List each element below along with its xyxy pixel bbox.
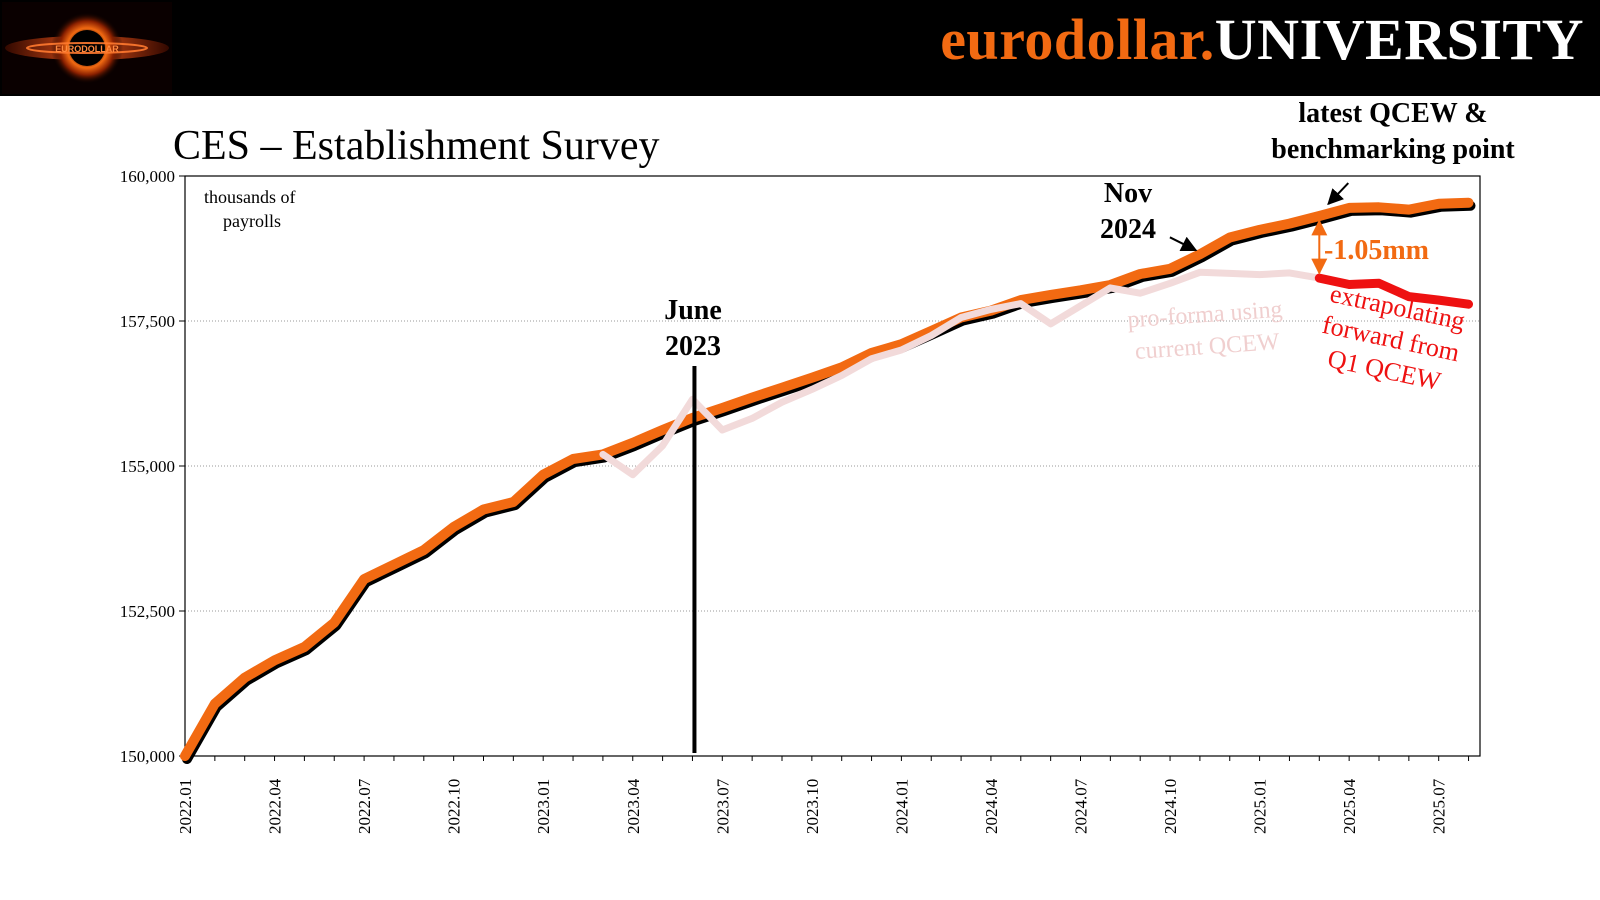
nov-label-line2: 2024 <box>1100 214 1156 245</box>
brand-part-university: UNIVERSITY <box>1214 7 1584 72</box>
x-tick-label: 2023.07 <box>713 778 732 834</box>
black-hole-logo-icon: EURODOLLAR <box>2 2 172 94</box>
x-tick-label: 2022.07 <box>355 778 374 834</box>
units-note: thousands of payrolls <box>204 187 300 231</box>
series-ces-line <box>180 197 1474 761</box>
nov-label-line1: Nov <box>1104 178 1152 209</box>
header-bar: EURODOLLAR eurodollar.UNIVERSITY <box>0 0 1600 96</box>
x-tick-label: 2022.10 <box>445 779 464 834</box>
logo-text: EURODOLLAR <box>55 44 119 54</box>
nov-2024-arrow <box>1169 236 1198 252</box>
units-note-line1: thousands of <box>204 187 296 207</box>
proforma-label-line1: pro-forma using <box>1127 297 1284 334</box>
plot-area: 150,000 152,500 155,000 157,500 160,000 2022.… <box>120 167 1481 834</box>
y-tick-label: 157,500 <box>120 312 175 331</box>
x-tick-label: 2024.10 <box>1161 779 1180 834</box>
x-tick-label: 2024.04 <box>982 778 1001 834</box>
qcew-label-line1: latest QCEW & <box>1298 98 1487 129</box>
logo: EURODOLLAR <box>2 2 172 94</box>
x-tick-label: 2023.10 <box>803 779 822 834</box>
units-note-line2: payrolls <box>223 211 281 231</box>
brand-title: eurodollar.UNIVERSITY <box>940 6 1584 73</box>
y-tick-label: 155,000 <box>120 457 175 476</box>
brand-part-euro: eurodollar. <box>940 7 1215 72</box>
x-tick-label: 2024.07 <box>1072 778 1091 834</box>
y-tick-label: 150,000 <box>120 747 175 766</box>
series-ces-line-shadow <box>182 200 1476 764</box>
proforma-label-line2: current QCEW <box>1134 329 1280 365</box>
x-tick-label: 2025.07 <box>1430 778 1449 834</box>
series-proforma-line <box>599 268 1323 479</box>
x-tick-label: 2022.04 <box>266 778 285 834</box>
qcew-benchmark-arrow <box>1327 182 1350 206</box>
x-tick-label: 2024.01 <box>892 779 911 834</box>
x-tick-label: 2023.04 <box>624 778 643 834</box>
gap-label: -1.05mm <box>1324 235 1429 266</box>
y-tick-label: 152,500 <box>120 602 175 621</box>
plot-frame <box>184 175 1481 757</box>
x-tick-label: 2023.01 <box>534 779 553 834</box>
qcew-label-line2: benchmarking point <box>1271 134 1515 165</box>
y-tick-label: 160,000 <box>120 167 175 186</box>
vline-label-line1: June <box>664 295 722 326</box>
chart-title: CES – Establishment Survey <box>173 123 660 169</box>
series-extrapolated-line <box>1314 273 1473 309</box>
x-tick-label: 2025.01 <box>1251 779 1270 834</box>
vline-label-line2: 2023 <box>665 331 721 362</box>
proforma-label: pro-forma using current QCEW <box>1127 297 1284 365</box>
x-tick-label: 2022.01 <box>176 779 195 834</box>
x-tick-label: 2025.04 <box>1340 778 1359 834</box>
chart-canvas: CES – Establishment Survey 150,000 152,50… <box>120 98 1516 834</box>
